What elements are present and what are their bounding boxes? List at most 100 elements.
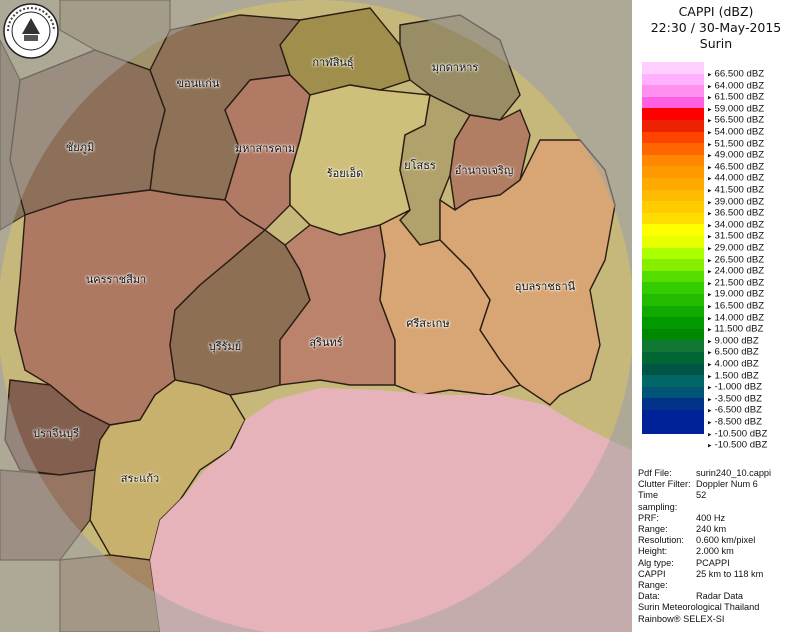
scale-swatch [642, 352, 704, 365]
scale-swatch [642, 294, 704, 307]
metadata-key: Resolution: [638, 535, 684, 546]
scale-arrow-icon: ▸ [708, 419, 712, 427]
scale-swatch [642, 212, 704, 225]
scale-swatch [642, 270, 704, 283]
scale-value: 14.000 dBZ [714, 312, 765, 324]
station-name: Surin [699, 36, 733, 51]
scale-label: ▸ 51.500 dBZ [708, 138, 764, 149]
metadata-row: Range: 240 km [638, 524, 798, 535]
radar-map[interactable]: กาฬสินธุ์ มุกดาหาร ขอนแก่น ชัยภูมิ มหาสา… [0, 0, 632, 632]
scale-value: 51.500 dBZ [714, 138, 765, 150]
scale-value: 56.500 dBZ [714, 114, 765, 126]
product-header: CAPPI (dBZ) 22:30 / 30-May-2015 Surin [632, 4, 800, 52]
scale-label: ▸ 61.500 dBZ [708, 92, 764, 103]
metadata-value: 25 km to 118 km [696, 568, 764, 579]
scale-label: ▸ 44.000 dBZ [708, 173, 764, 184]
scale-label: ▸ 49.000 dBZ [708, 150, 764, 161]
scale-label: ▸ 16.500 dBZ [708, 301, 764, 312]
scale-value: 34.000 dBZ [714, 219, 765, 231]
scale-swatch [642, 143, 704, 156]
scale-label: ▸ -6.500 dBZ [708, 405, 762, 416]
out-of-range-mask [0, 0, 632, 632]
label-yasothon: ยโสธร [404, 159, 436, 172]
scale-value: 44.000 dBZ [714, 172, 765, 184]
scale-arrow-icon: ▸ [708, 291, 712, 299]
scale-swatch [642, 120, 704, 133]
metadata-value: 400 Hz [696, 512, 726, 523]
metadata-value: PCAPPI [696, 557, 730, 568]
scale-swatch [642, 305, 704, 318]
metadata-key: Height: [638, 546, 668, 557]
scale-arrow-icon: ▸ [708, 199, 712, 207]
metadata-row: Alg type: PCAPPI [638, 558, 798, 569]
scale-value: 11.500 dBZ [714, 323, 764, 335]
province-sisaket[interactable] [379, 209, 522, 396]
scale-value: 41.500 dBZ [714, 184, 765, 196]
label-nakhonratchasima: นครราชสีมา [85, 273, 147, 286]
scale-arrow-icon: ▸ [708, 303, 712, 311]
scale-arrow-icon: ▸ [708, 384, 712, 392]
province-mahasarakham[interactable] [224, 74, 311, 231]
scale-value: 9.000 dBZ [714, 335, 759, 347]
label-kalasin: กาฬสินธุ์ [312, 56, 354, 69]
metadata-credit: Rainbow® SELEX-SI [638, 613, 725, 624]
label-sisaket: ศรีสะเกษ [406, 317, 450, 330]
metadata-value: Doppler Num 6 [696, 479, 758, 490]
scale-arrow-icon: ▸ [708, 210, 712, 218]
scale-arrow-icon: ▸ [708, 245, 712, 253]
scale-label: ▸ 6.500 dBZ [708, 347, 759, 358]
metadata-key: Pdf File: [638, 468, 672, 478]
scale-label: ▸ 41.500 dBZ [708, 185, 764, 196]
scale-swatch [642, 398, 704, 411]
metadata-credit: Surin Meteorological Thailand [638, 602, 760, 613]
scale-swatch [642, 282, 704, 295]
scale-value: 19.000 dBZ [714, 288, 765, 300]
scale-value: 24.000 dBZ [714, 265, 765, 277]
scale-value: 64.000 dBZ [714, 80, 765, 92]
scale-arrow-icon: ▸ [708, 396, 712, 404]
metadata-value: Radar Data [696, 591, 743, 602]
scale-arrow-icon: ▸ [708, 326, 712, 334]
metadata-key: CAPPI Range: [638, 568, 668, 591]
scale-arrow-icon: ▸ [708, 268, 712, 276]
info-panel: CAPPI (dBZ) 22:30 / 30-May-2015 Surin ▸ 6… [632, 0, 800, 632]
radar-metadata: Pdf File: surin240_10.cappi Clutter Filter… [638, 468, 798, 625]
scale-swatch [642, 154, 704, 167]
scale-label: ▸ 24.000 dBZ [708, 266, 764, 277]
metadata-key: PRF: [638, 512, 659, 523]
scale-label: ▸ -1.000 dBZ [708, 382, 762, 393]
scale-value: 46.500 dBZ [714, 161, 765, 173]
scale-swatch [642, 73, 704, 86]
metadata-row: Rainbow® SELEX-SI [638, 614, 798, 625]
scale-arrow-icon: ▸ [708, 175, 712, 183]
scale-arrow-icon: ▸ [708, 280, 712, 288]
scale-label: ▸ 21.500 dBZ [708, 277, 764, 288]
scale-label: ▸ 1.500 dBZ [708, 370, 759, 381]
scale-swatch [642, 236, 704, 249]
scale-arrow-icon: ▸ [708, 187, 712, 195]
scale-value: -3.500 dBZ [714, 393, 762, 405]
product-datetime: 22:30 / 30-May-2015 [650, 20, 782, 35]
scale-label: ▸ -10.500 dBZ [708, 428, 767, 439]
scale-value: -1.000 dBZ [714, 381, 762, 393]
scale-label: ▸ 29.000 dBZ [708, 243, 764, 254]
scale-value: 49.000 dBZ [714, 149, 765, 161]
scale-value: -6.500 dBZ [714, 404, 762, 416]
scale-value: 21.500 dBZ [714, 277, 765, 289]
scale-value: -10.500 dBZ [714, 428, 768, 440]
scale-arrow-icon: ▸ [708, 222, 712, 230]
tmd-logo-icon [2, 2, 60, 60]
scale-label: ▸ 14.000 dBZ [708, 312, 764, 323]
scale-arrow-icon: ▸ [708, 257, 712, 265]
scale-label: ▸ -8.500 dBZ [708, 417, 762, 428]
scale-value: 31.500 dBZ [714, 230, 765, 242]
metadata-row: CAPPI Range: 25 km to 118 km [638, 569, 798, 591]
scale-label: ▸ 46.500 dBZ [708, 161, 764, 172]
scale-swatch [642, 410, 704, 423]
scale-arrow-icon: ▸ [708, 431, 712, 439]
label-roiet: ร้อยเอ็ด [326, 167, 364, 180]
scale-label: ▸ 36.500 dBZ [708, 208, 764, 219]
label-khonkaen: ขอนแก่น [176, 77, 220, 90]
scale-arrow-icon: ▸ [708, 106, 712, 114]
metadata-key: Time sampling: [638, 490, 678, 512]
